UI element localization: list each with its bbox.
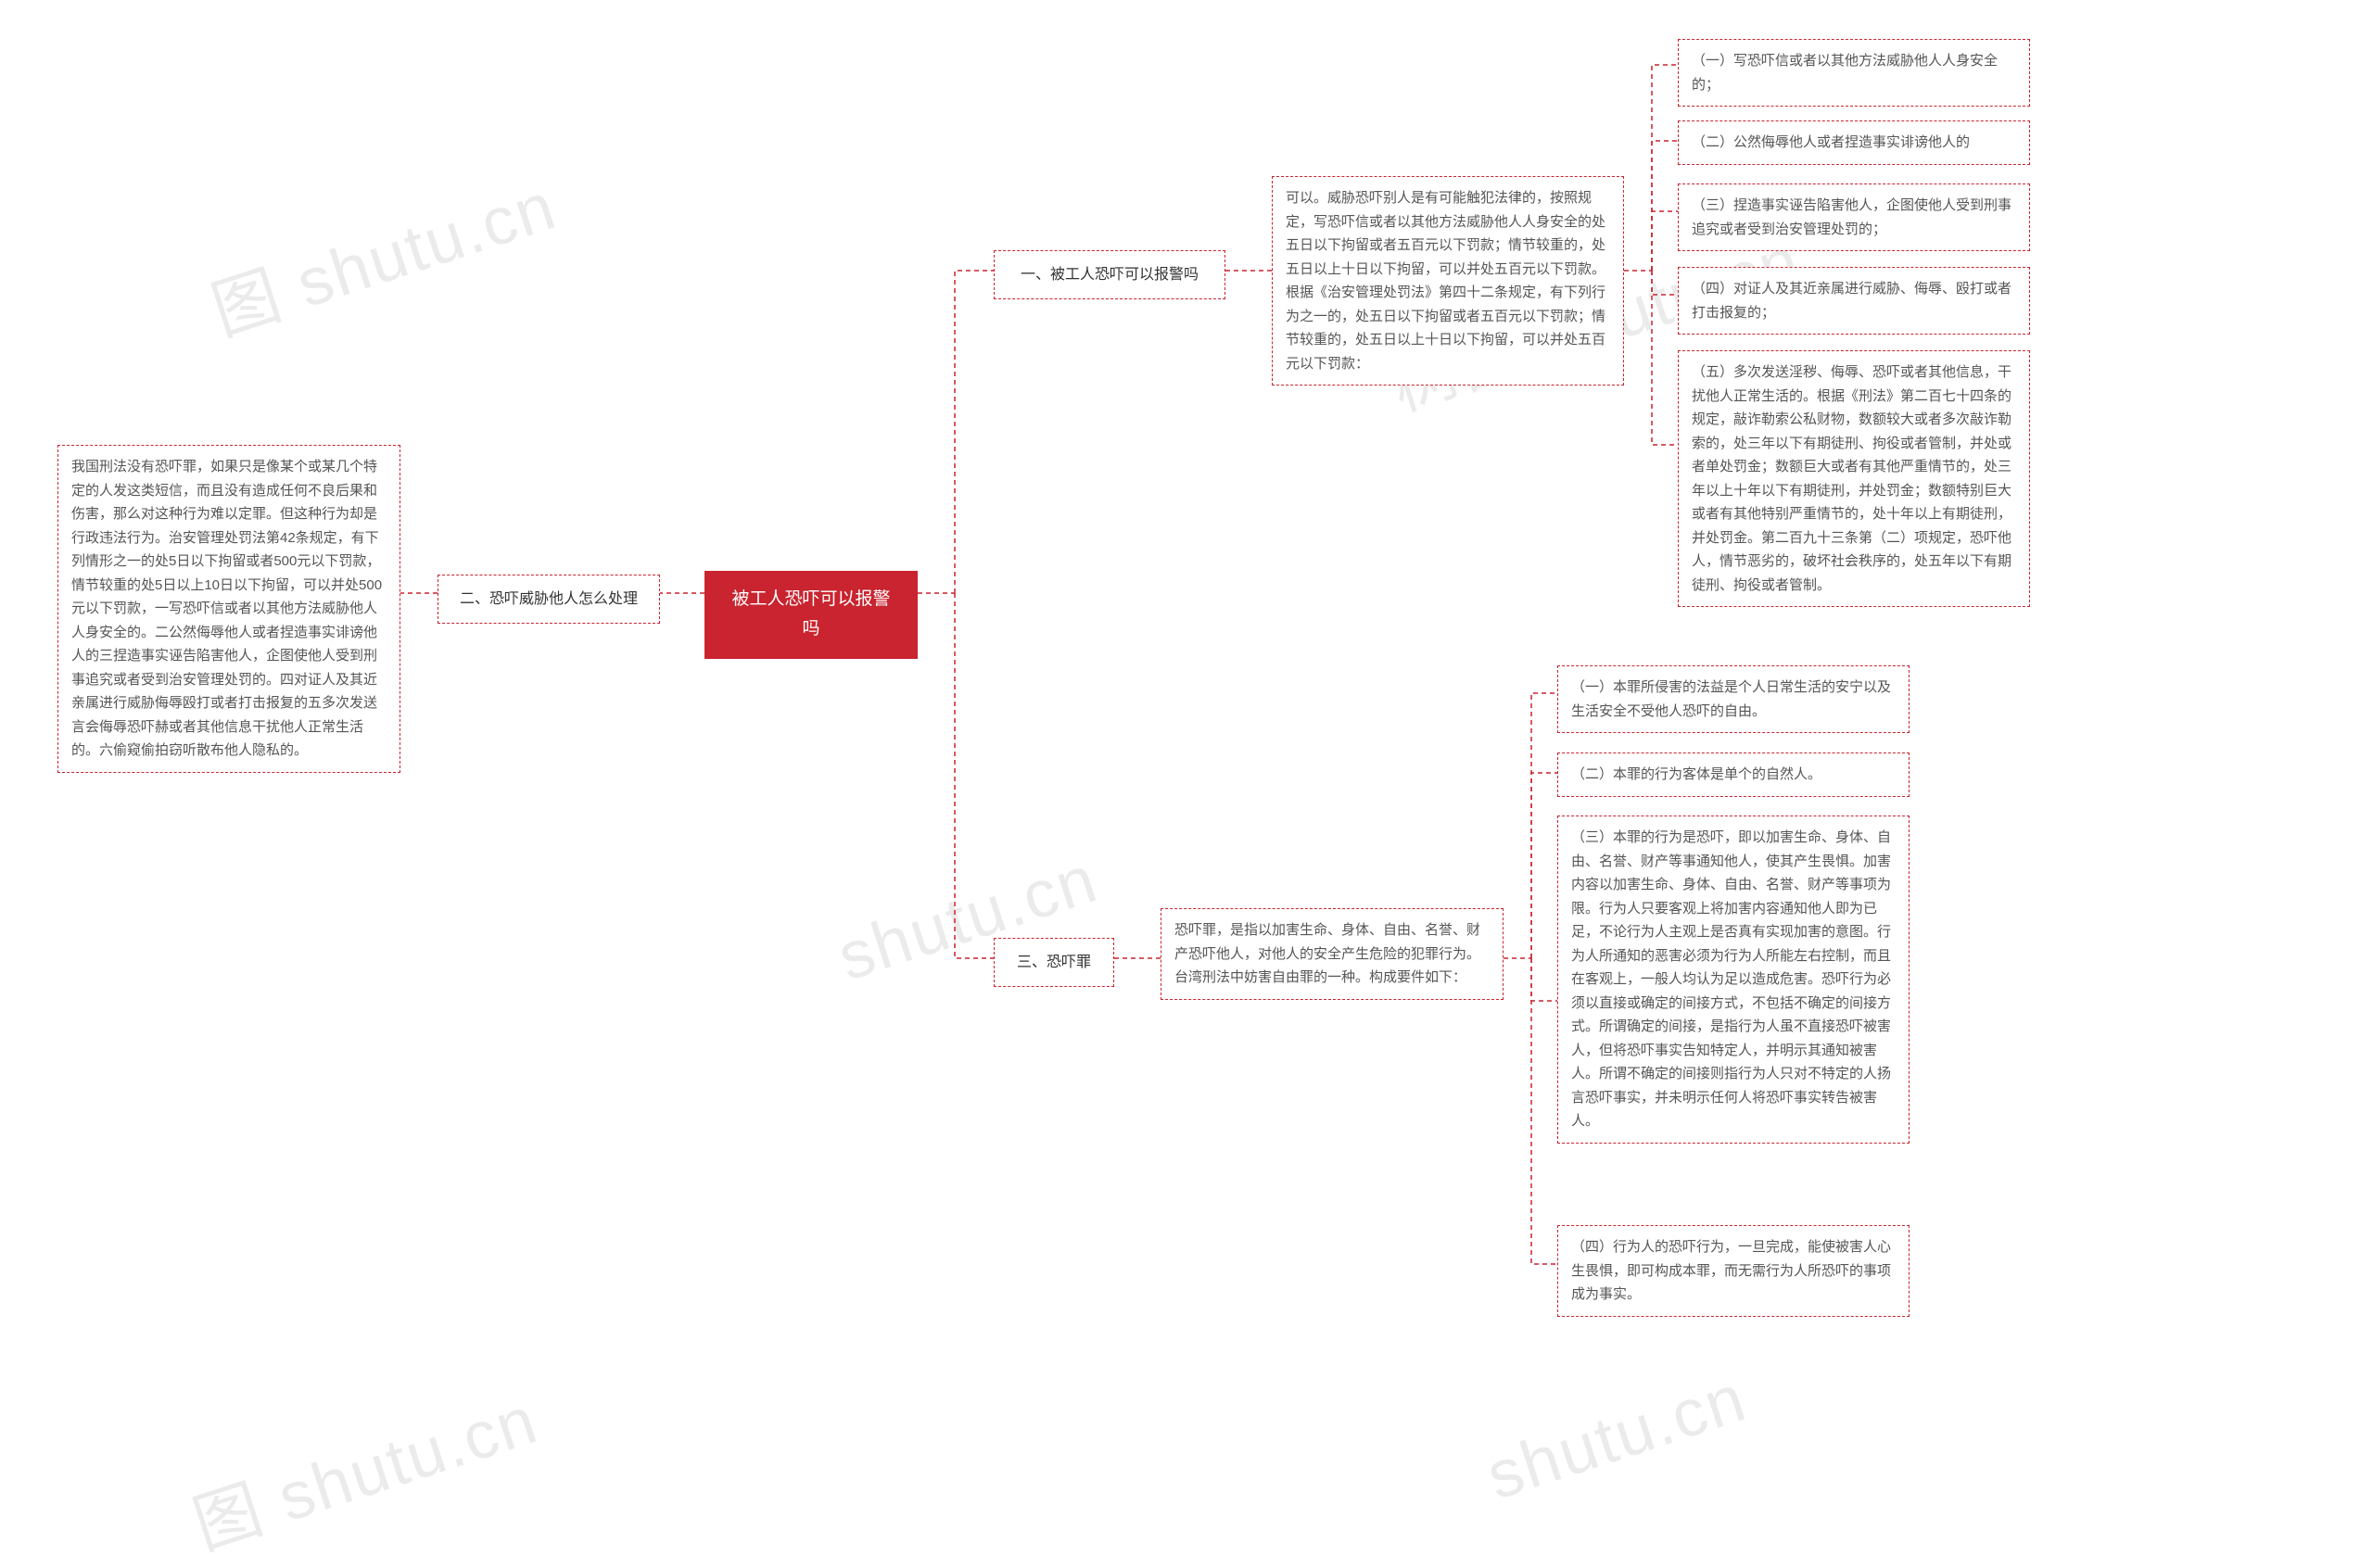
watermark: 图 shutu.cn <box>197 151 566 354</box>
branch-3-leaf-4: （四）行为人的恐吓行为，一旦完成，能使被害人心生畏惧，即可构成本罪，而无需行为人… <box>1557 1225 1910 1317</box>
branch-1[interactable]: 一、被工人恐吓可以报警吗 <box>994 250 1225 299</box>
branch-1-leaf-4: （四）对证人及其近亲属进行威胁、侮辱、殴打或者打击报复的； <box>1678 267 2030 335</box>
branch-3-leaf-3: （三）本罪的行为是恐吓，即以加害生命、身体、自由、名誉、财产等事通知他人，使其产… <box>1557 816 1910 1144</box>
branch-1-content: 可以。威胁恐吓别人是有可能触犯法律的，按照规定，写恐吓信或者以其他方法威胁他人人… <box>1272 176 1624 386</box>
branch-1-leaf-1: （一）写恐吓信或者以其他方法威胁他人人身安全的； <box>1678 39 2030 107</box>
branch-2[interactable]: 二、恐吓威胁他人怎么处理 <box>438 575 660 624</box>
branch-3-content: 恐吓罪，是指以加害生命、身体、自由、名誉、财产恐吓他人，对他人的安全产生危险的犯… <box>1161 908 1504 1000</box>
branch-2-content: 我国刑法没有恐吓罪，如果只是像某个或某几个特定的人发这类短信，而且没有造成任何不… <box>57 445 400 773</box>
root-node[interactable]: 被工人恐吓可以报警吗 <box>704 571 918 659</box>
branch-1-leaf-2: （二）公然侮辱他人或者捏造事实诽谤他人的 <box>1678 120 2030 165</box>
branch-3[interactable]: 三、恐吓罪 <box>994 938 1114 987</box>
branch-3-leaf-1: （一）本罪所侵害的法益是个人日常生活的安宁以及生活安全不受他人恐吓的自由。 <box>1557 665 1910 733</box>
branch-1-leaf-5: （五）多次发送淫秽、侮辱、恐吓或者其他信息，干扰他人正常生活的。根据《刑法》第二… <box>1678 350 2030 607</box>
watermark: 图 shutu.cn <box>179 1365 548 1568</box>
branch-3-leaf-2: （二）本罪的行为客体是单个的自然人。 <box>1557 752 1910 797</box>
watermark: shutu.cn <box>1478 1359 1755 1514</box>
branch-1-leaf-3: （三）捏造事实诬告陷害他人，企图使他人受到刑事追究或者受到治安管理处罚的； <box>1678 183 2030 251</box>
